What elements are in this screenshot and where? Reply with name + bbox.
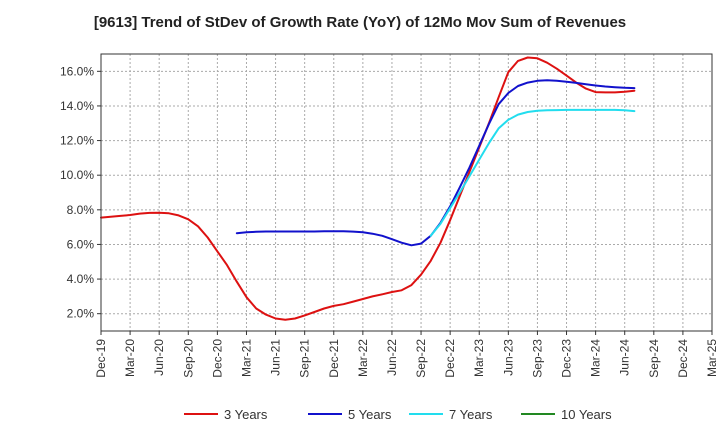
y-tick-label: 4.0% (67, 272, 95, 286)
x-tick-label: Sep-24 (647, 339, 661, 378)
x-tick-label: Mar-21 (239, 339, 253, 377)
x-axis-ticks: Dec-19 Mar-20 Jun-20 Sep-20 Dec-20 Mar-21 Jun-… (94, 331, 719, 378)
x-tick-label: Mar-25 (705, 339, 719, 377)
y-tick-label: 12.0% (60, 134, 94, 148)
legend: 3 Years 5 Years 7 Years 10 Years (184, 407, 612, 422)
legend-label: 10 Years (561, 407, 612, 422)
y-tick-label: 16.0% (60, 64, 94, 78)
x-tick-label: Dec-24 (676, 339, 690, 378)
x-tick-label: Mar-24 (589, 339, 603, 377)
y-tick-label: 14.0% (60, 99, 94, 113)
y-tick-label: 6.0% (67, 237, 95, 251)
y-tick-label: 8.0% (67, 203, 95, 217)
y-tick-label: 2.0% (67, 307, 95, 321)
x-tick-label: Dec-19 (94, 339, 108, 378)
plot-border (100, 53, 713, 332)
x-tick-label: Sep-23 (530, 339, 544, 378)
x-tick-label: Dec-21 (327, 339, 341, 378)
x-tick-label: Sep-20 (181, 339, 195, 378)
x-tick-label: Jun-21 (269, 339, 283, 376)
x-tick-label: Mar-23 (472, 339, 486, 377)
y-axis-ticks: 2.0% 4.0% 6.0% 8.0% 10.0% 12.0% 14.0% 16.0% (60, 64, 101, 321)
x-tick-label: Dec-23 (560, 339, 574, 378)
series-line-3-years (100, 56, 636, 321)
x-tick-label: Mar-22 (356, 339, 370, 377)
x-tick-label: Jun-24 (618, 339, 632, 376)
chart-title: [9613] Trend of StDev of Growth Rate (Yo… (93, 14, 627, 31)
x-tick-label: Mar-20 (123, 339, 137, 377)
series-line-7-years (429, 108, 636, 237)
x-tick-label: Sep-21 (298, 339, 312, 378)
plot-background (101, 54, 712, 331)
series-lines (100, 56, 636, 321)
x-tick-label: Dec-20 (210, 339, 224, 378)
x-tick-label: Jun-20 (152, 339, 166, 376)
legend-label: 3 Years (224, 407, 268, 422)
y-tick-label: 10.0% (60, 168, 94, 182)
x-tick-label: Jun-23 (501, 339, 515, 376)
x-tick-label: Jun-22 (385, 339, 399, 376)
legend-label: 7 Years (449, 407, 493, 422)
legend-label: 5 Years (348, 407, 392, 422)
x-tick-label: Sep-22 (414, 339, 428, 378)
x-tick-label: Dec-22 (443, 339, 457, 378)
